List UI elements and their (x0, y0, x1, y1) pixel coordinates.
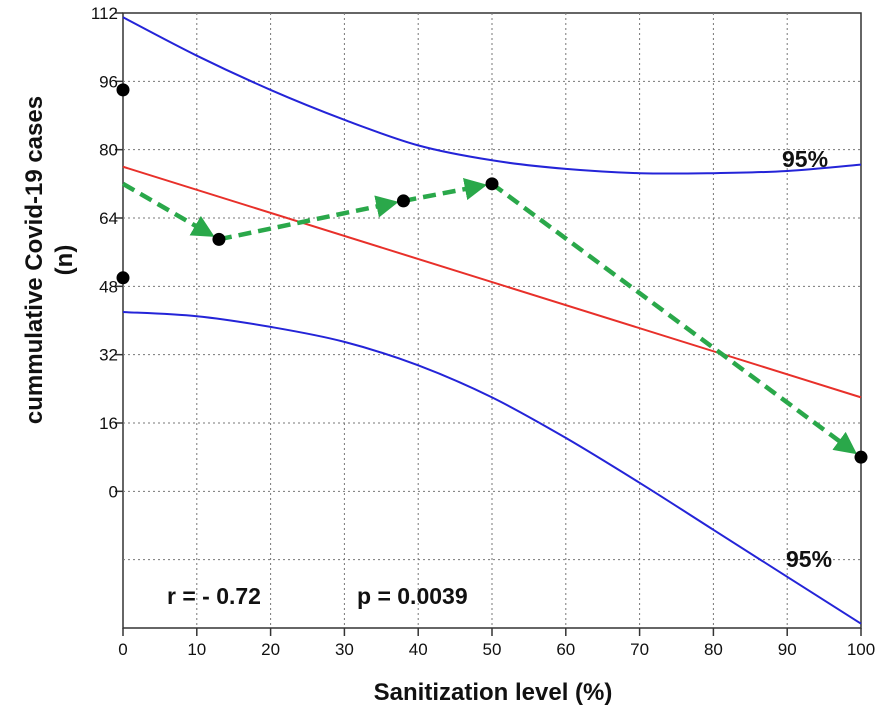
regression-line (122, 165, 862, 399)
trend-arrow (490, 182, 858, 455)
series-layer (121, 16, 862, 625)
correlation-r-label: r = - 0.72 (167, 583, 261, 609)
data-point (116, 271, 130, 285)
trend-arrow (121, 181, 215, 237)
data-points (116, 83, 868, 464)
x-tick-label: 10 (187, 640, 206, 659)
data-point (854, 450, 868, 464)
x-tick-label: 80 (704, 640, 723, 659)
x-tick-label: 100 (847, 640, 875, 659)
x-tick-label: 40 (409, 640, 428, 659)
data-point (396, 194, 410, 208)
y-axis-title-line-1: cummulative Covid-19 cases (21, 96, 48, 424)
x-tick-label: 70 (630, 640, 649, 659)
x-tick-label: 20 (261, 640, 280, 659)
x-tick-label: 0 (118, 640, 127, 659)
data-point (485, 177, 499, 191)
data-point (212, 232, 226, 246)
x-tick-label: 60 (556, 640, 575, 659)
y-axis-title-line-2: (n) (51, 245, 78, 276)
axes (115, 12, 862, 636)
x-tick-label: 90 (778, 640, 797, 659)
y-tick-label: 16 (99, 414, 118, 433)
y-tick-label: 32 (99, 346, 118, 365)
y-tick-label: 96 (99, 72, 118, 91)
y-tick-label: 112 (91, 4, 118, 23)
plot-area (122, 12, 862, 629)
x-tick-label: 30 (335, 640, 354, 659)
y-tick-label: 80 (99, 141, 118, 160)
y-tick-label: 48 (99, 277, 118, 296)
y-tick-label: 64 (99, 209, 118, 228)
data-point (116, 83, 130, 97)
trend-arrow (218, 195, 399, 242)
x-axis-title: Sanitization level (%) (374, 679, 613, 706)
grid-lines (123, 13, 861, 628)
ci-lower-curve (122, 311, 862, 625)
tick-labels: 0 10 20 30 40 50 60 70 80 90 100 112 96 80 64 48 32 16 0 (91, 4, 875, 659)
y-tick-label: 0 (109, 482, 118, 501)
ci-lower-label: 95% (786, 546, 832, 572)
ci-upper-curve (122, 16, 862, 175)
trend-arrow (403, 177, 488, 204)
ci-upper-label: 95% (782, 146, 828, 172)
x-tick-label: 50 (483, 640, 502, 659)
p-value-label: p = 0.0039 (357, 583, 468, 609)
